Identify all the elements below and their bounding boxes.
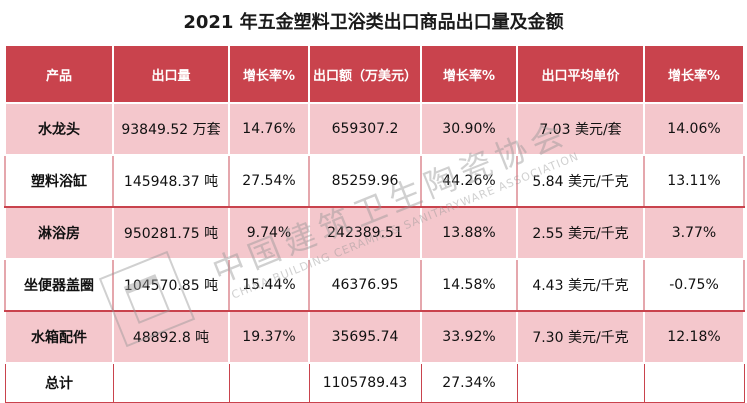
- cell-unit-price: 7.30 美元/千克: [516, 310, 645, 364]
- cell-value: 659307.2: [308, 102, 422, 156]
- total-label: 总计: [4, 362, 114, 403]
- cell-unit-price: 4.43 美元/千克: [516, 258, 645, 312]
- cell-value-growth: 14.58%: [420, 258, 518, 312]
- total-row: 总计 1105789.43 27.34%: [4, 362, 745, 403]
- cell-product: 坐便器盖圈: [4, 258, 114, 312]
- table-header-row: 产品 出口量 增长率% 出口额（万美元） 增长率% 出口平均单价 增长率%: [4, 44, 745, 104]
- cell-volume: 145948.37 吨: [112, 154, 230, 208]
- header-volume-growth: 增长率%: [228, 44, 310, 104]
- header-product: 产品: [4, 44, 114, 104]
- cell-volume: 48892.8 吨: [112, 310, 230, 364]
- header-value-growth: 增长率%: [420, 44, 518, 104]
- cell-unit-price: 7.03 美元/套: [516, 102, 645, 156]
- header-value: 出口额（万美元）: [308, 44, 422, 104]
- cell-volume-growth: 15.44%: [228, 258, 310, 312]
- cell-price-growth: 3.77%: [643, 206, 745, 260]
- total-volume-growth: [228, 362, 310, 403]
- cell-value: 85259.96: [308, 154, 422, 208]
- cell-unit-price: 5.84 美元/千克: [516, 154, 645, 208]
- cell-unit-price: 2.55 美元/千克: [516, 206, 645, 260]
- cell-product: 塑料浴缸: [4, 154, 114, 208]
- page-title: 2021 年五金塑料卫浴类出口商品出口量及金额: [183, 12, 564, 33]
- total-price-growth: [643, 362, 745, 403]
- header-price-growth: 增长率%: [643, 44, 745, 104]
- cell-value-growth: 13.88%: [420, 206, 518, 260]
- cell-product: 淋浴房: [4, 206, 114, 260]
- table-row: 坐便器盖圈 104570.85 吨 15.44% 46376.95 14.58%…: [4, 258, 745, 312]
- cell-price-growth: 12.18%: [643, 310, 745, 364]
- cell-value: 35695.74: [308, 310, 422, 364]
- total-unit-price: [516, 362, 645, 403]
- cell-volume-growth: 9.74%: [228, 206, 310, 260]
- cell-value-growth: 30.90%: [420, 102, 518, 156]
- total-value-growth: 27.34%: [420, 362, 518, 403]
- cell-volume: 104570.85 吨: [112, 258, 230, 312]
- cell-volume: 950281.75 吨: [112, 206, 230, 260]
- cell-value: 46376.95: [308, 258, 422, 312]
- total-volume: [112, 362, 230, 403]
- cell-volume-growth: 14.76%: [228, 102, 310, 156]
- table-row: 水箱配件 48892.8 吨 19.37% 35695.74 33.92% 7.…: [4, 310, 745, 364]
- cell-value-growth: 44.26%: [420, 154, 518, 208]
- cell-product: 水龙头: [4, 102, 114, 156]
- table-row: 水龙头 93849.52 万套 14.76% 659307.2 30.90% 7…: [4, 102, 745, 156]
- header-volume: 出口量: [112, 44, 230, 104]
- cell-volume-growth: 19.37%: [228, 310, 310, 364]
- cell-volume: 93849.52 万套: [112, 102, 230, 156]
- table-row: 淋浴房 950281.75 吨 9.74% 242389.51 13.88% 2…: [4, 206, 745, 260]
- cell-value: 242389.51: [308, 206, 422, 260]
- cell-value-growth: 33.92%: [420, 310, 518, 364]
- total-value: 1105789.43: [308, 362, 422, 403]
- cell-product: 水箱配件: [4, 310, 114, 364]
- header-unit-price: 出口平均单价: [516, 44, 645, 104]
- cell-price-growth: -0.75%: [643, 258, 745, 312]
- cell-price-growth: 14.06%: [643, 102, 745, 156]
- cell-volume-growth: 27.54%: [228, 154, 310, 208]
- table-row: 塑料浴缸 145948.37 吨 27.54% 85259.96 44.26% …: [4, 154, 745, 208]
- cell-price-growth: 13.11%: [643, 154, 745, 208]
- export-table: 产品 出口量 增长率% 出口额（万美元） 增长率% 出口平均单价 增长率% 水龙…: [4, 44, 745, 403]
